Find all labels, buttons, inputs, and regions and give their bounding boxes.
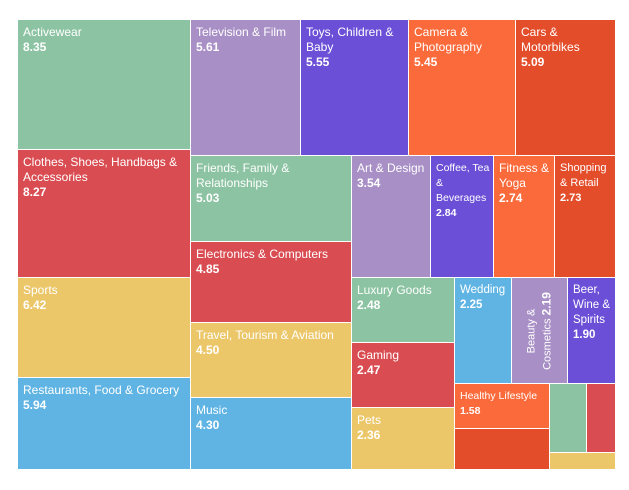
treemap-tile[interactable]: Music 4.30 bbox=[191, 398, 352, 470]
tile-value: 2.84 bbox=[436, 207, 457, 219]
treemap-tile[interactable]: Shopping & Retail 2.73 bbox=[555, 156, 616, 278]
treemap-tile[interactable]: Gaming 2.47 bbox=[352, 343, 455, 408]
tile-label: Friends, Family & Relationships bbox=[196, 161, 290, 190]
tile-label: Art & Design bbox=[357, 161, 425, 175]
tile-label: Music bbox=[196, 403, 228, 417]
tile-text: Luxury Goods 2.48 bbox=[357, 283, 451, 313]
tile-text: Activewear 8.35 bbox=[23, 25, 187, 55]
treemap-tile[interactable]: Restaurants, Food & Grocery 5.94 bbox=[18, 378, 191, 470]
treemap-tile[interactable]: Camera & Photography 5.45 bbox=[409, 20, 516, 156]
tile-value: 2.25 bbox=[460, 299, 483, 311]
tile-label: Electronics & Computers bbox=[196, 247, 329, 261]
treemap-tile[interactable]: Television & Film 5.61 bbox=[191, 20, 301, 156]
tile-label: Luxury Goods bbox=[357, 283, 432, 297]
treemap-tile[interactable] bbox=[587, 384, 616, 453]
treemap-tile[interactable] bbox=[455, 429, 550, 470]
treemap-tile[interactable]: Art & Design 3.54 bbox=[352, 156, 431, 278]
tile-text: Television & Film 5.61 bbox=[196, 25, 297, 55]
treemap-tile[interactable]: Fitness & Yoga 2.74 bbox=[494, 156, 555, 278]
tile-value: 5.94 bbox=[23, 398, 47, 412]
tile-value: 2.48 bbox=[357, 298, 381, 312]
tile-label: Activewear bbox=[23, 25, 82, 39]
tile-text: Fitness & Yoga 2.74 bbox=[499, 161, 551, 206]
tile-text: Music 4.30 bbox=[196, 403, 348, 433]
tile-value: 5.09 bbox=[521, 55, 545, 69]
treemap-tile[interactable]: Beauty & Cosmetics 2.19 bbox=[512, 278, 568, 384]
tile-text: Friends, Family & Relationships 5.03 bbox=[196, 161, 348, 206]
tile-value: 4.50 bbox=[196, 343, 220, 357]
tile-value: 5.61 bbox=[196, 40, 220, 54]
tile-text: Toys, Children & Baby 5.55 bbox=[306, 25, 405, 70]
tile-text: Camera & Photography 5.45 bbox=[414, 25, 512, 70]
tile-text: Sports 6.42 bbox=[23, 283, 187, 313]
treemap-tile[interactable]: Friends, Family & Relationships 5.03 bbox=[191, 156, 352, 242]
tile-value: 5.45 bbox=[414, 55, 438, 69]
tile-value: 2.47 bbox=[357, 363, 381, 377]
tile-label: Fitness & Yoga bbox=[499, 161, 550, 190]
tile-value: 2.36 bbox=[357, 428, 381, 442]
tile-text: Gaming 2.47 bbox=[357, 348, 451, 378]
tile-text: Electronics & Computers 4.85 bbox=[196, 247, 348, 277]
tile-text: Beauty & Cosmetics 2.19 bbox=[524, 283, 555, 379]
tile-label: Wedding bbox=[460, 284, 506, 296]
treemap-tile[interactable]: Electronics & Computers 4.85 bbox=[191, 242, 352, 323]
tile-value: 2.19 bbox=[539, 291, 553, 315]
tile-text: Pets 2.36 bbox=[357, 413, 451, 443]
tile-text: Restaurants, Food & Grocery 5.94 bbox=[23, 383, 187, 413]
tile-label: Sports bbox=[23, 283, 58, 297]
tile-label: Gaming bbox=[357, 348, 400, 362]
treemap-tile[interactable] bbox=[550, 384, 587, 453]
tile-label: Clothes, Shoes, Handbags & Accessories bbox=[23, 155, 178, 184]
tile-value: 2.74 bbox=[499, 191, 523, 205]
tile-value: 1.58 bbox=[460, 405, 481, 417]
tile-label: Restaurants, Food & Grocery bbox=[23, 383, 180, 397]
tile-label: Toys, Children & Baby bbox=[306, 25, 394, 54]
tile-value: 8.35 bbox=[23, 40, 47, 54]
tile-label: Television & Film bbox=[196, 25, 287, 39]
treemap-tile[interactable]: Cars & Motorbikes 5.09 bbox=[516, 20, 616, 156]
treemap-tile[interactable]: Healthy Lifestyle 1.58 bbox=[455, 384, 550, 429]
tile-value: 6.42 bbox=[23, 298, 47, 312]
tile-text: Coffee, Tea & Beverages 2.84 bbox=[436, 161, 490, 221]
tile-value: 1.90 bbox=[573, 329, 596, 341]
treemap-tile[interactable]: Activewear 8.35 bbox=[18, 20, 191, 150]
treemap-tile[interactable]: Clothes, Shoes, Handbags & Accessories 8.… bbox=[18, 150, 191, 278]
tile-value: 5.03 bbox=[196, 191, 220, 205]
tile-label: Shopping & Retail bbox=[560, 162, 607, 189]
tile-value: 4.30 bbox=[196, 418, 220, 432]
tile-label: Coffee, Tea & Beverages bbox=[436, 162, 490, 204]
tile-value: 2.73 bbox=[560, 192, 582, 204]
tile-text: Travel, Tourism & Aviation 4.50 bbox=[196, 328, 348, 358]
tile-text: Wedding 2.25 bbox=[460, 283, 508, 313]
tile-label: Camera & Photography bbox=[414, 25, 483, 54]
tile-label: Pets bbox=[357, 413, 382, 427]
tile-text: Art & Design 3.54 bbox=[357, 161, 427, 191]
tile-text: Clothes, Shoes, Handbags & Accessories 8.… bbox=[23, 155, 187, 200]
tile-label: Travel, Tourism & Aviation bbox=[196, 328, 334, 342]
treemap-tile[interactable]: Coffee, Tea & Beverages 2.84 bbox=[431, 156, 494, 278]
tile-label: Healthy Lifestyle bbox=[460, 390, 538, 402]
treemap-tile[interactable]: Luxury Goods 2.48 bbox=[352, 278, 455, 343]
tile-text: Beer, Wine & Spirits 1.90 bbox=[573, 283, 612, 343]
tile-text: Healthy Lifestyle 1.58 bbox=[460, 389, 546, 419]
tile-value: 3.54 bbox=[357, 176, 381, 190]
tile-text: Shopping & Retail 2.73 bbox=[560, 161, 612, 206]
tile-label: Beer, Wine & Spirits bbox=[573, 284, 611, 326]
tile-value: 5.55 bbox=[306, 55, 330, 69]
treemap-tile[interactable]: Pets 2.36 bbox=[352, 408, 455, 470]
tile-text: Cars & Motorbikes 5.09 bbox=[521, 25, 612, 70]
tile-label: Cars & Motorbikes bbox=[521, 25, 580, 54]
treemap-tile[interactable]: Sports 6.42 bbox=[18, 278, 191, 378]
treemap-tile[interactable]: Toys, Children & Baby 5.55 bbox=[301, 20, 409, 156]
treemap-tile[interactable]: Travel, Tourism & Aviation 4.50 bbox=[191, 323, 352, 398]
treemap-tile[interactable] bbox=[550, 453, 616, 470]
treemap-tile[interactable]: Wedding 2.25 bbox=[455, 278, 512, 384]
tile-value: 8.27 bbox=[23, 185, 47, 199]
treemap-tile[interactable]: Beer, Wine & Spirits 1.90 bbox=[568, 278, 616, 384]
tile-value: 4.85 bbox=[196, 262, 220, 276]
